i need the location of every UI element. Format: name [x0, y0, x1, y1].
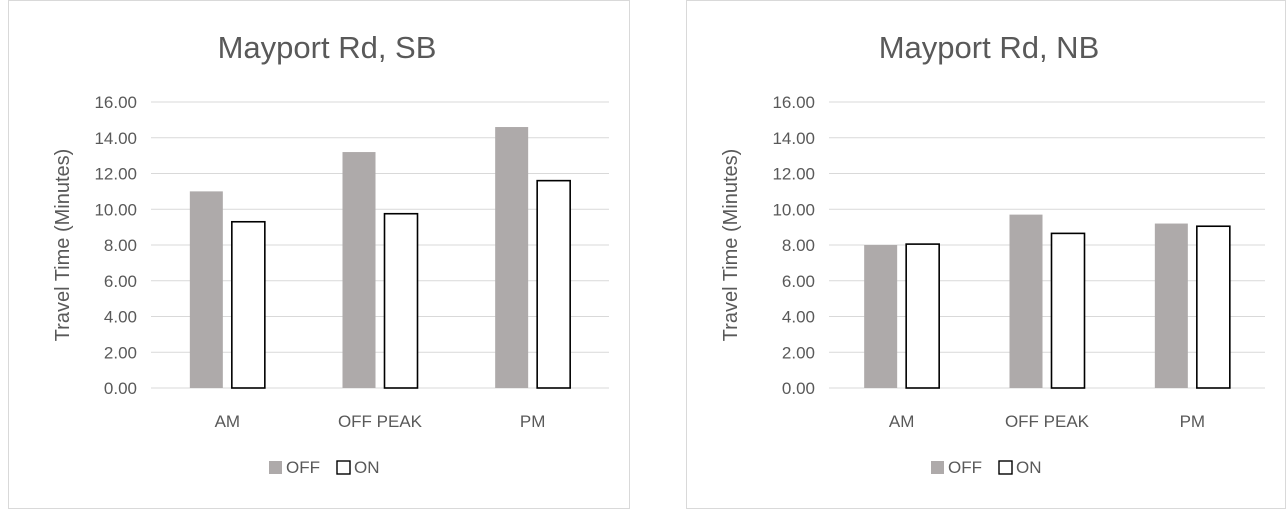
- y-tick-label: 2.00: [104, 343, 137, 362]
- x-category-label: AM: [889, 412, 915, 431]
- y-tick-label: 8.00: [782, 236, 815, 255]
- chart-svg-nb: Mayport Rd, NB Travel Time (Minutes) 0.0…: [720, 30, 1265, 477]
- y-axis-label: Travel Time (Minutes): [52, 149, 74, 342]
- legend-label-on: ON: [354, 458, 380, 477]
- legend-label-on: ON: [1016, 458, 1042, 477]
- chart-title: Mayport Rd, SB: [218, 30, 437, 65]
- legend-swatch-on: [336, 460, 351, 475]
- chart-panel-sb: Mayport Rd, SB Travel Time (Minutes) 0.0…: [8, 0, 630, 509]
- y-tick-label: 6.00: [104, 272, 137, 291]
- chart-panel-nb: Mayport Rd, NB Travel Time (Minutes) 0.0…: [686, 0, 1286, 509]
- x-category-label: OFF PEAK: [1005, 412, 1090, 431]
- bar-off-off-peak: [1009, 214, 1043, 388]
- x-category-label: AM: [215, 412, 241, 431]
- bar-on-pm: [1196, 225, 1231, 389]
- y-tick-label: 10.00: [94, 200, 137, 219]
- bar-off-am: [864, 245, 898, 388]
- y-tick-label: 12.00: [94, 165, 137, 184]
- y-tick-label: 16.00: [772, 93, 815, 112]
- y-tick-label: 0.00: [782, 379, 815, 398]
- bar-off-am: [189, 191, 223, 388]
- legend-label-off: OFF: [948, 458, 982, 477]
- y-axis-label: Travel Time (Minutes): [720, 149, 742, 342]
- bar-off-off-peak: [342, 152, 376, 388]
- bar-on-off-peak: [1050, 232, 1086, 389]
- y-tick-label: 10.00: [772, 200, 815, 219]
- x-category-label: PM: [1180, 412, 1206, 431]
- x-category-label: OFF PEAK: [338, 412, 423, 431]
- bar-on-am: [231, 220, 266, 389]
- y-tick-label: 14.00: [94, 129, 137, 148]
- bar-on-am: [905, 243, 940, 389]
- legend-swatch-on: [998, 460, 1013, 475]
- y-tick-label: 4.00: [782, 308, 815, 327]
- legend-swatch-off: [931, 461, 944, 474]
- bar-off-pm: [495, 127, 529, 389]
- y-tick-label: 12.00: [772, 165, 815, 184]
- bar-on-pm: [536, 179, 571, 389]
- y-tick-label: 0.00: [104, 379, 137, 398]
- bar-off-pm: [1154, 223, 1188, 388]
- legend-swatch-off: [269, 461, 282, 474]
- y-tick-label: 2.00: [782, 343, 815, 362]
- y-tick-label: 6.00: [782, 272, 815, 291]
- chart-svg-sb: Mayport Rd, SB Travel Time (Minutes) 0.0…: [52, 30, 609, 477]
- chart-title: Mayport Rd, NB: [879, 30, 1100, 65]
- y-tick-label: 4.00: [104, 308, 137, 327]
- legend-label-off: OFF: [286, 458, 320, 477]
- y-tick-label: 8.00: [104, 236, 137, 255]
- bar-on-off-peak: [383, 212, 419, 389]
- x-category-label: PM: [520, 412, 546, 431]
- y-tick-label: 14.00: [772, 129, 815, 148]
- y-tick-label: 16.00: [94, 93, 137, 112]
